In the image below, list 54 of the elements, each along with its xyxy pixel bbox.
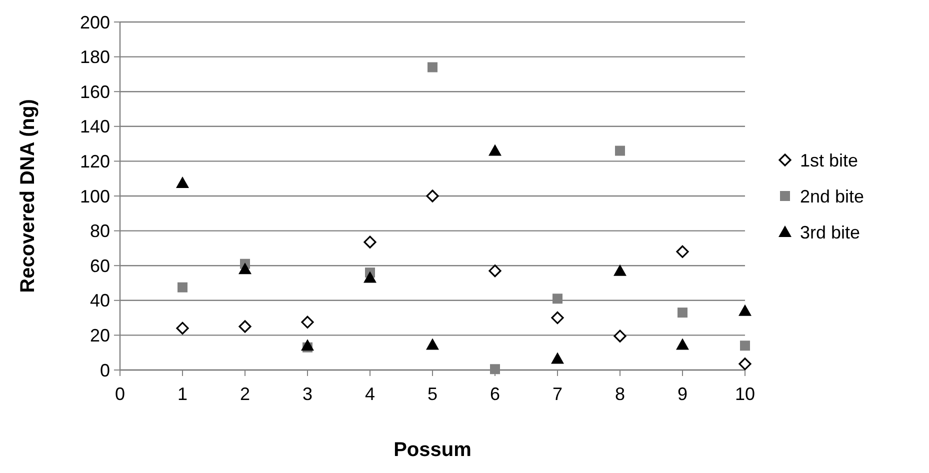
point xyxy=(178,282,188,292)
point xyxy=(176,176,189,188)
point xyxy=(552,294,562,304)
point xyxy=(676,338,689,350)
point xyxy=(676,245,689,258)
point xyxy=(238,262,252,274)
y-tick-label: 160 xyxy=(80,82,110,102)
point xyxy=(426,190,439,202)
point xyxy=(301,316,314,328)
y-tick-label: 140 xyxy=(80,116,110,137)
x-tick-label: 4 xyxy=(364,384,376,404)
y-tick-label: 80 xyxy=(90,221,110,242)
point xyxy=(301,339,314,351)
legend-label: 3rd bite xyxy=(800,222,860,242)
x-tick-label: 2 xyxy=(240,384,250,404)
point xyxy=(488,144,502,156)
x-tick-label: 7 xyxy=(552,384,563,404)
y-tick-label: 20 xyxy=(90,326,110,346)
x-tick-label: 9 xyxy=(677,384,688,404)
y-tick-label: 60 xyxy=(90,256,110,276)
y-axis-title: Recovered DNA (ng) xyxy=(17,99,39,293)
point xyxy=(490,364,500,374)
point xyxy=(176,322,189,335)
x-axis-title: Possum xyxy=(394,439,472,461)
point xyxy=(738,358,752,370)
point xyxy=(678,308,688,318)
x-tick-label: 8 xyxy=(614,384,626,404)
point xyxy=(551,312,564,324)
point xyxy=(551,352,564,364)
point xyxy=(364,236,376,248)
point xyxy=(428,62,438,72)
y-tick-label: 180 xyxy=(80,47,110,68)
point xyxy=(615,146,625,156)
point xyxy=(614,264,626,276)
x-tick-label: 5 xyxy=(427,384,438,404)
point xyxy=(426,338,439,350)
y-tick-label: 200 xyxy=(80,12,110,32)
legend-label: 1st bite xyxy=(800,150,858,170)
x-tick-label: 10 xyxy=(734,384,756,404)
x-tick-label: 0 xyxy=(114,384,126,404)
point xyxy=(738,304,752,316)
point xyxy=(614,330,626,342)
point xyxy=(740,340,750,351)
y-tick-label: 0 xyxy=(100,360,110,380)
point xyxy=(364,271,376,283)
y-tick-label: 40 xyxy=(90,290,110,311)
y-tick-label: 120 xyxy=(80,152,110,172)
y-tick-label: 100 xyxy=(80,186,110,206)
x-tick-label: 3 xyxy=(302,384,313,404)
x-tick-label: 1 xyxy=(177,384,188,404)
legend-label: 2nd bite xyxy=(800,186,864,206)
point xyxy=(238,320,252,333)
x-tick-label: 6 xyxy=(490,384,500,404)
point xyxy=(488,264,502,278)
